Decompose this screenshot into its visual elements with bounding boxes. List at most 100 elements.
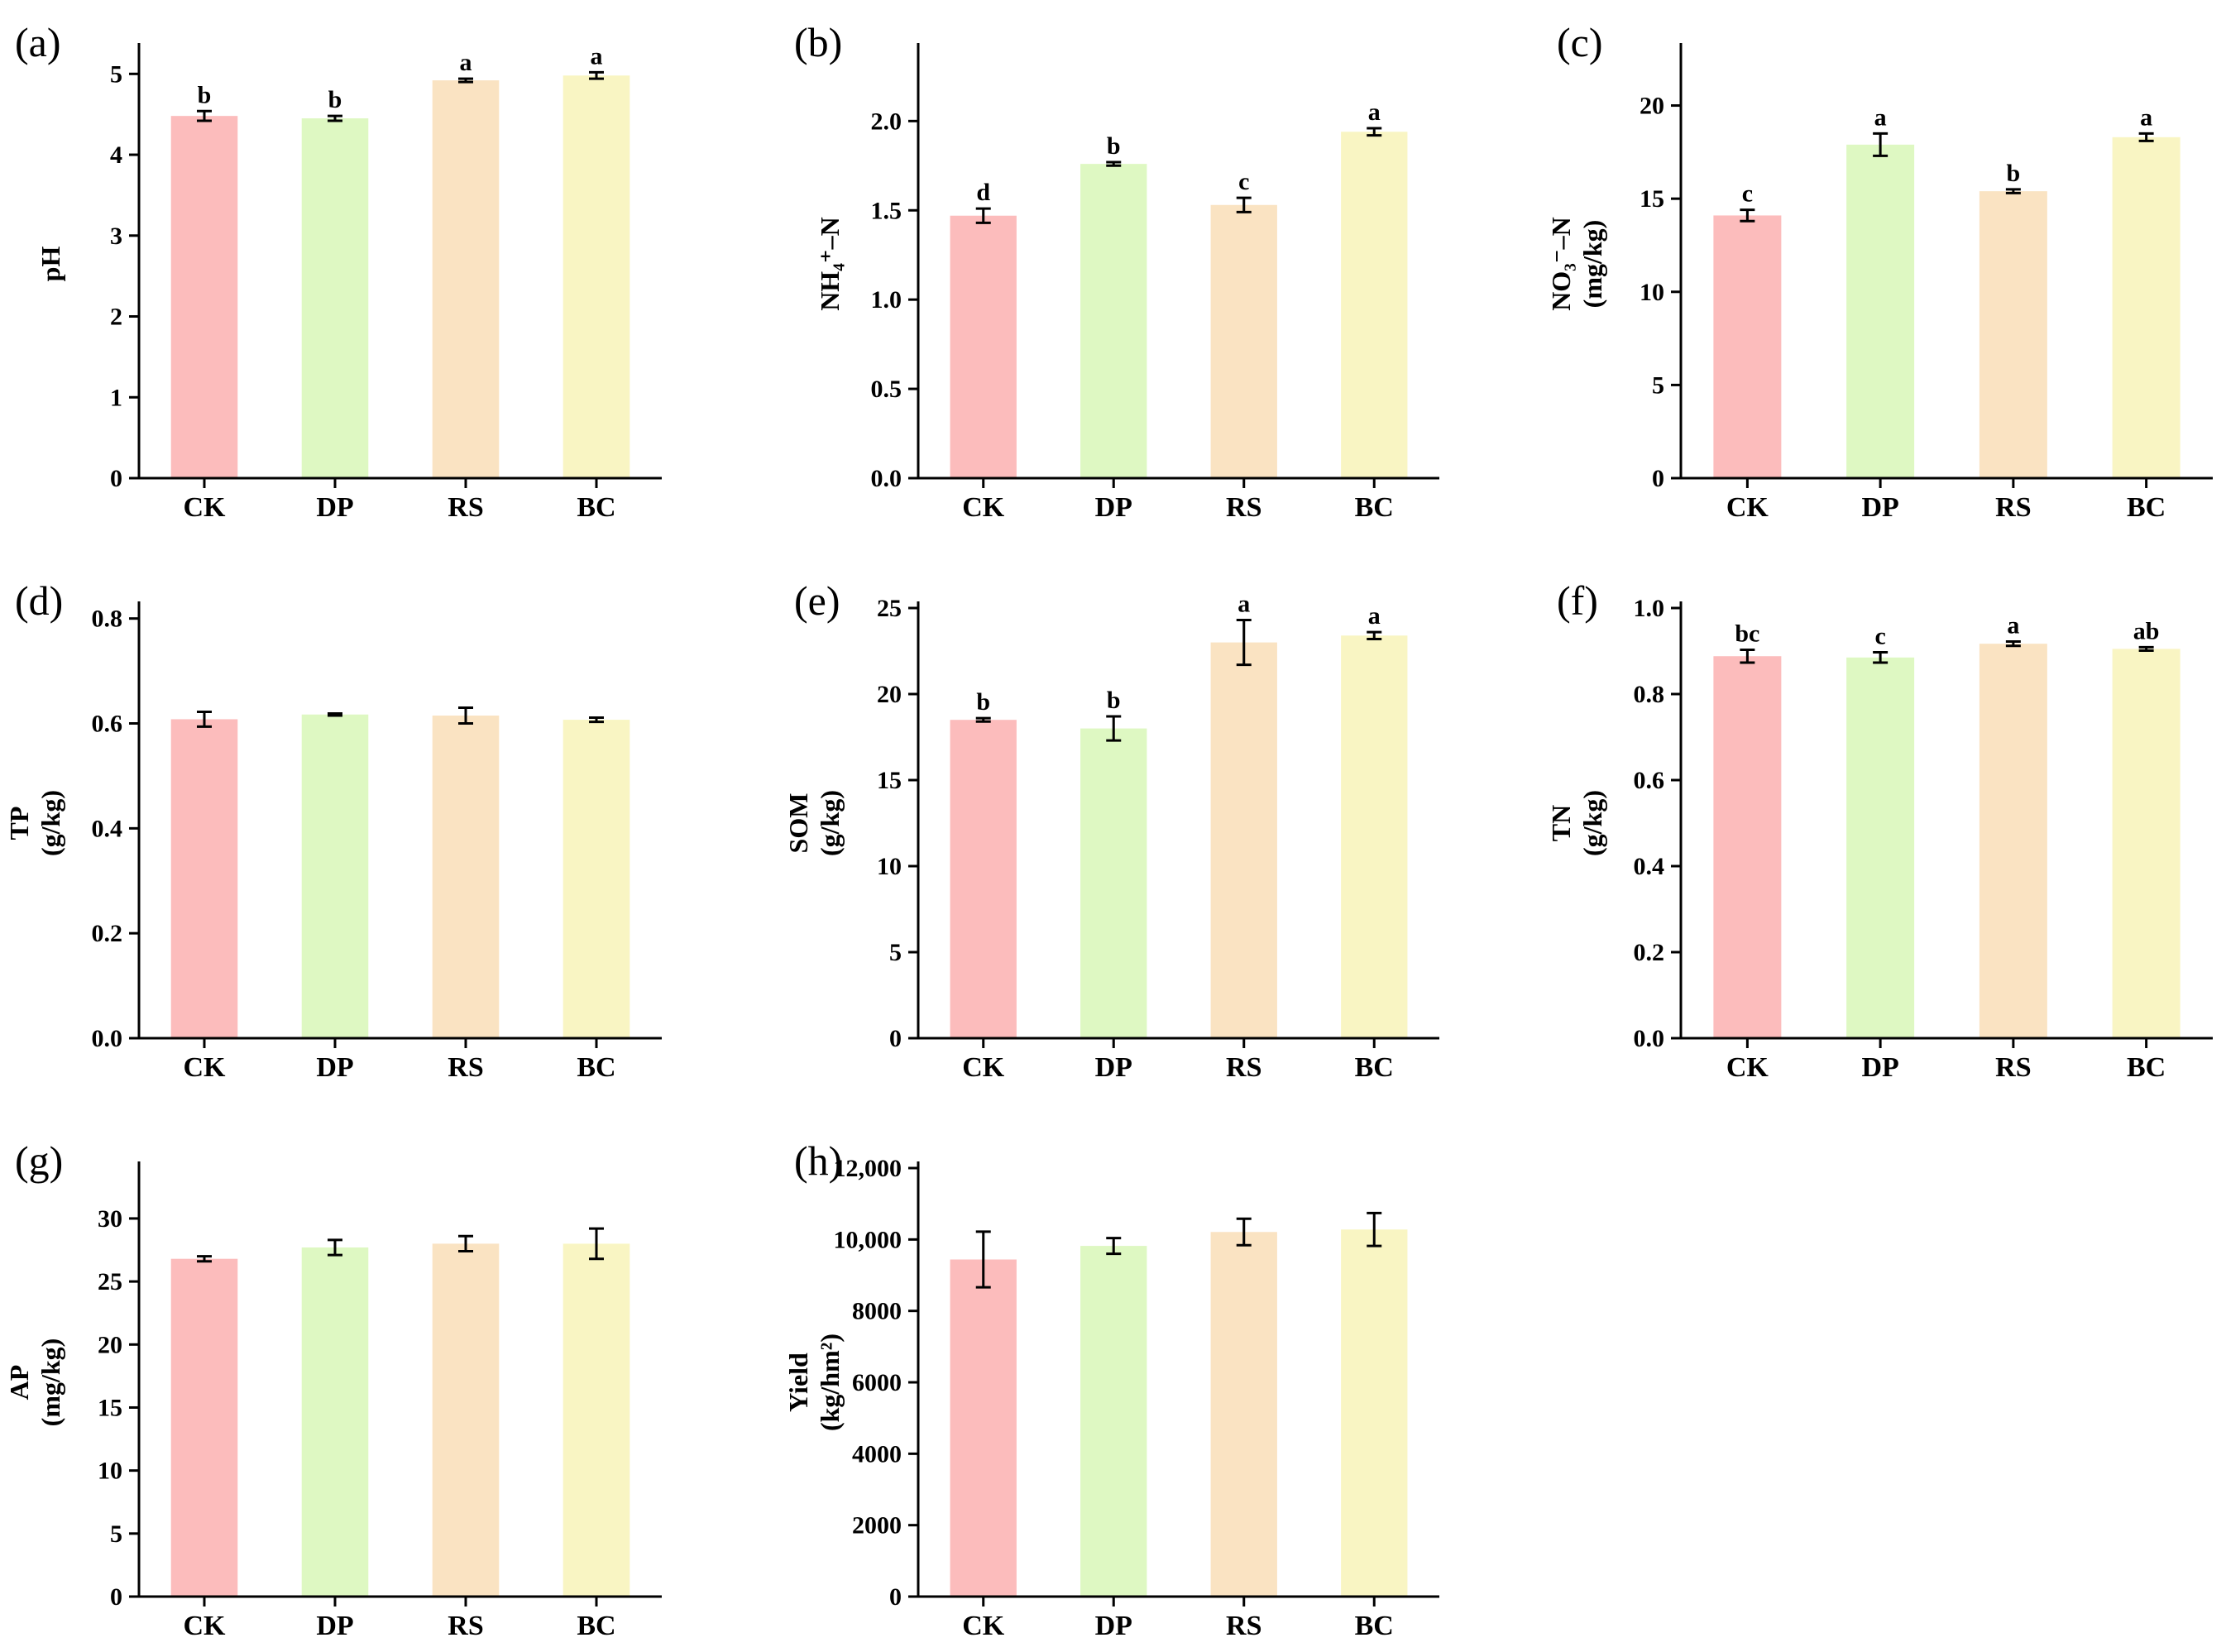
error-bar [589,70,604,80]
x-category-label: BC [2127,1052,2166,1083]
x-category-label: RS [1995,492,2031,523]
x-category-label: RS [1226,492,1261,523]
bar [1210,204,1277,478]
y-tick-label: 10 [98,1458,122,1485]
bar [950,215,1017,478]
error-bar [1106,715,1122,742]
error-bar [458,706,473,725]
x-category-label: DP [316,1052,353,1083]
error-bar [975,716,991,723]
y-tick-label: 20 [877,681,902,708]
error-bar [1106,160,1122,167]
y-axis-title: NH₄⁺–N [815,217,845,311]
bar [1210,1232,1277,1597]
y-tick-label: 4000 [852,1440,902,1468]
x-category-label: DP [316,492,353,523]
error-bar [1367,127,1382,137]
bar [1080,1246,1147,1597]
x-category-label: BC [1355,492,1394,523]
y-tick-label: 25 [98,1268,122,1295]
y-tick-label: 1 [110,384,122,411]
significance-letter: a [2007,612,2019,639]
error-bar [2005,640,2021,648]
chart-panel: (d) 0.0 0.2 0.4 0.6 0.8 CK DP RS BC TP (g/kg) [4,577,662,1083]
y-tick-label: 25 [877,595,902,622]
bar [1341,635,1408,1038]
y-tick-label: 0.5 [871,376,902,403]
x-category-label: BC [577,1052,615,1083]
error-bar [1873,132,1889,157]
error-bar [1106,1237,1122,1256]
error-bar [1740,208,1755,223]
x-category-label: DP [1861,1052,1898,1083]
error-bar [1367,630,1382,640]
y-axis-title: TN [1546,805,1576,841]
bar [432,80,500,479]
bar [1080,164,1147,478]
significance-letter: a [1368,602,1381,630]
x-category-label: RS [448,492,483,523]
x-category-label: DP [1861,492,1898,523]
significance-letter: b [976,688,990,716]
error-bar [328,114,342,122]
bar [1210,642,1277,1038]
bar [1846,657,1915,1038]
error-bar [458,77,473,84]
y-axis-title: NO₃⁻–N [1546,217,1576,311]
bar [170,719,238,1038]
y-tick-label: 0.8 [92,606,123,633]
error-bar [589,1227,604,1261]
bar [432,716,500,1038]
x-category-label: CK [1726,1052,1769,1083]
panel-tag: (f) [1557,577,1598,624]
bar [2112,649,2181,1038]
bar [950,720,1017,1038]
chart-panel: (g) 0 5 10 15 20 25 30 CK DP RS BC AP (mg/kg) [4,1137,662,1641]
y-tick-label: 0.0 [871,465,902,492]
panel-tag: (b) [794,19,842,65]
y-tick-label: 5 [110,1520,122,1548]
y-tick-label: 10,000 [834,1226,902,1253]
y-tick-label: 5 [110,60,122,88]
x-category-label: BC [577,492,615,523]
x-category-label: RS [448,1611,483,1641]
bar [1341,1229,1408,1597]
significance-letter: a [1874,103,1887,131]
chart-panel: (f) bc c a ab 0.0 0.2 0.4 0.6 0.8 1.0 CK DP RS BC TN (g/… [1546,577,2213,1083]
y-tick-label: 15 [1640,185,1664,213]
panel-tag: (a) [15,19,61,65]
y-axis-title: (g/kg) [815,790,845,856]
chart-panel: (b) d b c a 0.0 0.5 1.0 1.5 2.0 CK DP RS BC NH₄⁺–N [794,19,1439,523]
x-category-label: CK [1726,492,1769,523]
y-tick-label: 2.0 [871,108,902,135]
x-category-label: BC [2127,492,2166,523]
y-tick-label: 1.5 [871,197,902,224]
x-category-label: RS [448,1052,483,1083]
y-tick-label: 20 [1640,93,1664,120]
error-bar [1873,651,1889,664]
y-tick-label: 2 [110,304,122,331]
y-tick-label: 12,000 [834,1155,902,1182]
chart-panel: (c) c a b a 0 5 10 15 20 CK DP RS BC NO₃⁻–N (mg/kg) [1546,19,2213,523]
error-bar [1740,648,1755,664]
x-category-label: RS [1995,1052,2031,1083]
error-bar [197,109,212,122]
y-axis-title: (mg/kg) [1577,220,1607,309]
x-category-label: DP [1095,1611,1132,1641]
y-tick-label: 0.4 [1634,853,1665,880]
significance-letter: c [1874,623,1885,650]
y-axis-title: (g/kg) [36,790,65,856]
y-tick-label: 5 [1652,371,1664,399]
error-bar [1236,1217,1252,1247]
significance-letter: b [198,81,212,108]
error-bar [975,1230,991,1289]
y-tick-label: 0 [110,1583,122,1611]
error-bar [2138,132,2154,142]
bar [950,1259,1017,1597]
y-tick-label: 0.2 [1634,939,1665,966]
bar [562,720,630,1038]
error-bar [1367,1211,1382,1247]
significance-letter: a [2140,103,2152,131]
x-category-label: BC [577,1611,615,1641]
y-axis-title: SOM [783,793,813,854]
